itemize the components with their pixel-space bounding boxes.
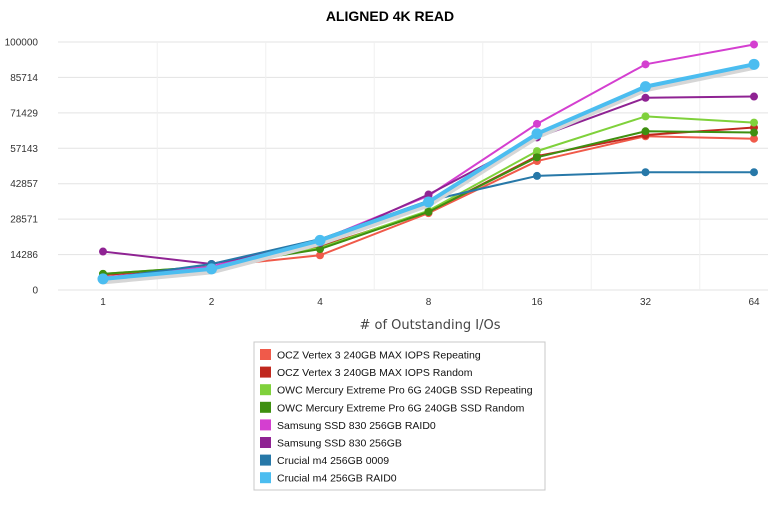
series-line [102, 95, 755, 265]
data-point [641, 60, 650, 69]
legend-item: OCZ Vertex 3 240GB MAX IOPS Random [260, 366, 473, 379]
data-point [750, 40, 758, 49]
data-point [423, 196, 434, 208]
y-tick-label: 100000 [5, 38, 39, 49]
data-point [641, 127, 650, 136]
chart-title: ALIGNED 4K READ [326, 8, 454, 24]
legend-label: OWC Mercury Extreme Pro 6G 240GB SSD Rep… [277, 385, 533, 397]
grid [58, 41, 768, 291]
x-tick-label: 1 [100, 297, 106, 308]
data-point [750, 168, 758, 177]
legend-swatch [260, 472, 271, 484]
x-tick-label: 4 [317, 297, 323, 308]
y-tick-label: 71429 [10, 108, 38, 119]
data-point [750, 92, 758, 101]
legend-label: Samsung SSD 830 256GB [277, 438, 402, 450]
data-point [97, 273, 109, 285]
x-axis-label: # of Outstanding I/Os [359, 318, 500, 333]
legend-swatch [260, 366, 271, 378]
legend-swatch [260, 349, 271, 360]
legend-label: Samsung SSD 830 256GB RAID0 [277, 420, 436, 432]
series-line [102, 43, 755, 279]
series [97, 58, 760, 285]
data-point [641, 93, 650, 102]
x-tick-label: 2 [209, 297, 215, 308]
data-point [748, 58, 760, 70]
legend-label: OCZ Vertex 3 240GB MAX IOPS Random [277, 367, 473, 379]
data-point [533, 171, 541, 180]
y-tick-label: 57143 [10, 144, 38, 155]
data-point [641, 112, 650, 121]
y-tick-label: 28571 [10, 215, 38, 226]
legend-swatch [260, 419, 271, 431]
data-point [424, 207, 433, 216]
x-tick-label: 64 [748, 297, 760, 308]
legend-label: Crucial m4 256GB 0009 [277, 455, 389, 467]
legend: OCZ Vertex 3 240GB MAX IOPS Repeating OCZ… [253, 341, 546, 491]
y-tick-label: 85714 [10, 73, 38, 84]
data-point [424, 190, 433, 199]
data-point [640, 81, 651, 93]
legend-label: OWC Mercury Extreme Pro 6G 240GB SSD Ran… [277, 402, 525, 414]
legend-item: OWC Mercury Extreme Pro 6G 240GB SSD Rep… [260, 384, 533, 397]
series [99, 92, 758, 268]
legend-item: Samsung SSD 830 256GB [260, 437, 402, 450]
data-point [206, 263, 217, 275]
data-point [750, 134, 758, 143]
y-tick-label: 42857 [10, 179, 38, 190]
series [99, 40, 758, 282]
data-point [533, 147, 541, 156]
y-tick-label: 14286 [10, 250, 38, 261]
data-point [314, 234, 326, 246]
legend-item: OCZ Vertex 3 240GB MAX IOPS Repeating [260, 349, 481, 362]
legend-swatch [260, 454, 271, 466]
y-tick-label: 0 [32, 286, 38, 297]
x-axis-ticks: 1 2 4 8 16 32 64 [100, 297, 760, 308]
legend-item: Samsung SSD 830 256GB RAID0 [260, 419, 436, 432]
data-point [316, 251, 324, 260]
series-lines [97, 40, 760, 285]
legend-box [253, 341, 546, 491]
x-tick-label: 32 [640, 297, 652, 308]
legend-label: Crucial m4 256GB RAID0 [277, 473, 397, 485]
legend-item: Crucial m4 256GB RAID0 [260, 472, 397, 485]
series [99, 168, 758, 283]
legend-item: OWC Mercury Extreme Pro 6G 240GB SSD Ran… [260, 401, 525, 414]
x-tick-label: 8 [426, 297, 432, 308]
data-point [750, 118, 758, 127]
legend-swatch [260, 384, 271, 396]
legend-swatch [260, 437, 271, 448]
legend-swatch [260, 401, 271, 413]
data-point [533, 153, 541, 162]
data-point [641, 168, 650, 177]
y-axis-ticks: 0 14286 28571 42857 57143 71429 85714 100000 [5, 38, 39, 297]
data-point [531, 128, 543, 140]
data-point [316, 245, 324, 254]
data-point [750, 128, 758, 137]
data-point [533, 119, 541, 128]
legend-label: OCZ Vertex 3 240GB MAX IOPS Repeating [277, 350, 481, 362]
legend-item: Crucial m4 256GB 0009 [260, 454, 389, 467]
data-point [99, 247, 107, 256]
x-tick-label: 16 [531, 297, 543, 308]
